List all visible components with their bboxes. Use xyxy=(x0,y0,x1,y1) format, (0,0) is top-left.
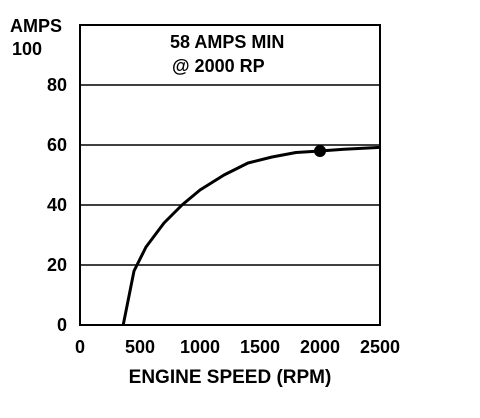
series-line xyxy=(121,145,381,326)
y-tick-label: 80 xyxy=(47,75,67,95)
y-axis-label: AMPS xyxy=(10,16,62,36)
x-tick-labels: 0 500 1000 1500 2000 2500 xyxy=(75,337,400,357)
y-tick-label: 20 xyxy=(47,255,67,275)
x-tick-label: 1500 xyxy=(240,337,280,357)
x-tick-label: 2500 xyxy=(360,337,400,357)
plot-frame xyxy=(79,24,381,326)
y-tick-label: 0 xyxy=(57,315,67,335)
annotation-line-1: 58 AMPS MIN xyxy=(170,32,284,52)
y-tick-label: 100 xyxy=(12,39,42,59)
y-tick-label: 40 xyxy=(47,195,67,215)
x-tick-label: 0 xyxy=(75,337,85,357)
x-tick-label: 2000 xyxy=(300,337,340,357)
x-tick-label: 1000 xyxy=(180,337,220,357)
x-axis-label: ENGINE SPEED (RPM) xyxy=(129,367,332,388)
annotation-line-2: @ 2000 RP xyxy=(172,56,265,76)
grid-lines xyxy=(80,84,380,266)
x-tick-label: 500 xyxy=(125,337,155,357)
marked-point xyxy=(314,145,326,157)
y-tick-label: 60 xyxy=(47,135,67,155)
